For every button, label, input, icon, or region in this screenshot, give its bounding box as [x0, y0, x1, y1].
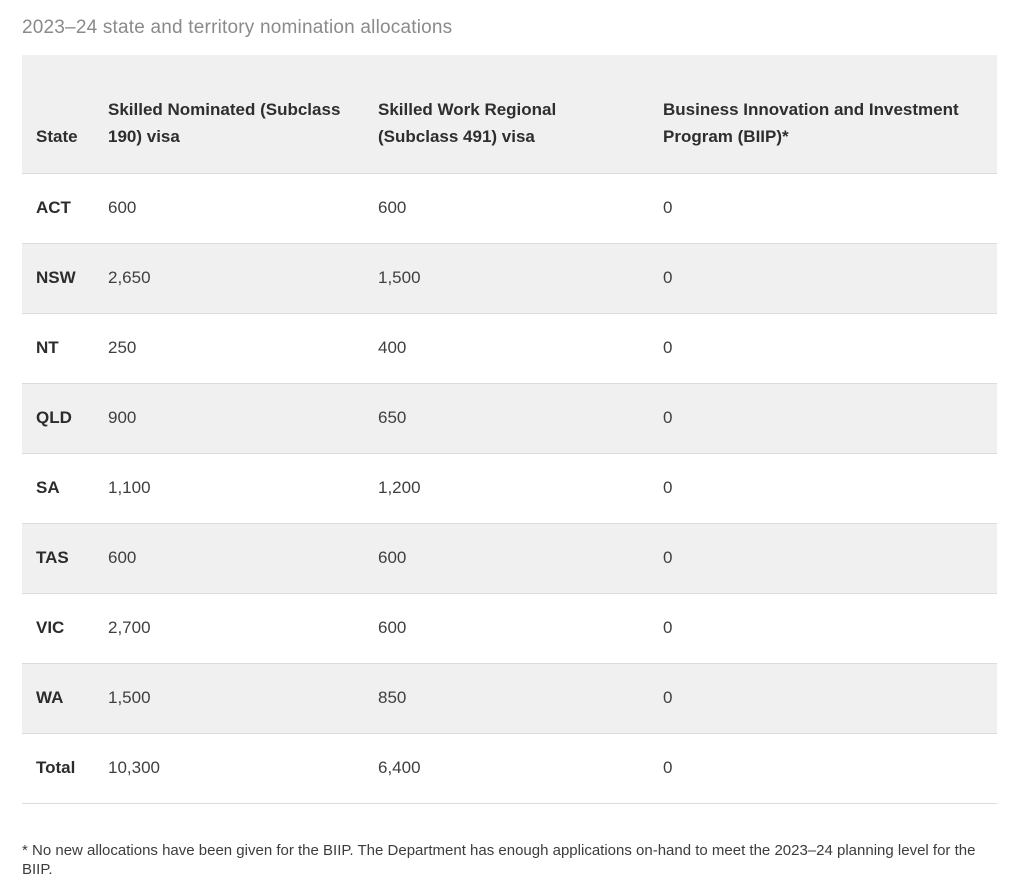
biip-cell: 0: [649, 383, 997, 454]
subclass-491-cell: 1,200: [364, 453, 649, 524]
biip-cell: 0: [649, 733, 997, 804]
biip-cell: 0: [649, 453, 997, 524]
subclass-190-cell: 10,300: [94, 733, 364, 804]
table-row-qld: QLD 900 650 0: [22, 383, 997, 454]
subclass-190-cell: 250: [94, 313, 364, 384]
subclass-190-cell: 2,650: [94, 243, 364, 314]
table-row-tas: TAS 600 600 0: [22, 523, 997, 594]
table-row-vic: VIC 2,700 600 0: [22, 593, 997, 664]
state-cell: SA: [22, 453, 94, 524]
state-cell: ACT: [22, 173, 94, 244]
table-row-sa: SA 1,100 1,200 0: [22, 453, 997, 524]
table-row-total: Total 10,300 6,400 0: [22, 733, 997, 804]
subclass-190-cell: 2,700: [94, 593, 364, 664]
subclass-190-cell: 1,500: [94, 663, 364, 734]
state-cell: NSW: [22, 243, 94, 314]
table-row-wa: WA 1,500 850 0: [22, 663, 997, 734]
biip-cell: 0: [649, 173, 997, 244]
subclass-491-cell: 600: [364, 593, 649, 664]
state-cell: Total: [22, 733, 94, 804]
table-row-nt: NT 250 400 0: [22, 313, 997, 384]
biip-cell: 0: [649, 663, 997, 734]
subclass-491-cell: 650: [364, 383, 649, 454]
subclass-491-cell: 400: [364, 313, 649, 384]
subclass-190-cell: 1,100: [94, 453, 364, 524]
subclass-190-cell: 600: [94, 523, 364, 594]
biip-cell: 0: [649, 243, 997, 314]
subclass-491-cell: 600: [364, 173, 649, 244]
allocations-table: State Skilled Nominated (Subclass 190) v…: [22, 55, 997, 804]
subclass-190-cell: 600: [94, 173, 364, 244]
page-title: 2023–24 state and territory nomination a…: [22, 17, 453, 38]
biip-cell: 0: [649, 313, 997, 384]
state-cell: QLD: [22, 383, 94, 454]
column-header-subclass-190: Skilled Nominated (Subclass 190) visa: [94, 55, 364, 174]
column-header-biip: Business Innovation and Investment Progr…: [649, 55, 997, 174]
biip-cell: 0: [649, 523, 997, 594]
state-cell: TAS: [22, 523, 94, 594]
biip-cell: 0: [649, 593, 997, 664]
state-cell: NT: [22, 313, 94, 384]
column-header-subclass-491: Skilled Work Regional (Subclass 491) vis…: [364, 55, 649, 174]
subclass-491-cell: 6,400: [364, 733, 649, 804]
state-cell: VIC: [22, 593, 94, 664]
table-row-act: ACT 600 600 0: [22, 173, 997, 244]
subclass-491-cell: 850: [364, 663, 649, 734]
state-cell: WA: [22, 663, 94, 734]
column-header-state: State: [22, 55, 94, 174]
table-row-nsw: NSW 2,650 1,500 0: [22, 243, 997, 314]
table-header-row: State Skilled Nominated (Subclass 190) v…: [22, 55, 997, 174]
subclass-190-cell: 900: [94, 383, 364, 454]
biip-footnote: * No new allocations have been given for…: [22, 841, 976, 878]
subclass-491-cell: 600: [364, 523, 649, 594]
subclass-491-cell: 1,500: [364, 243, 649, 314]
